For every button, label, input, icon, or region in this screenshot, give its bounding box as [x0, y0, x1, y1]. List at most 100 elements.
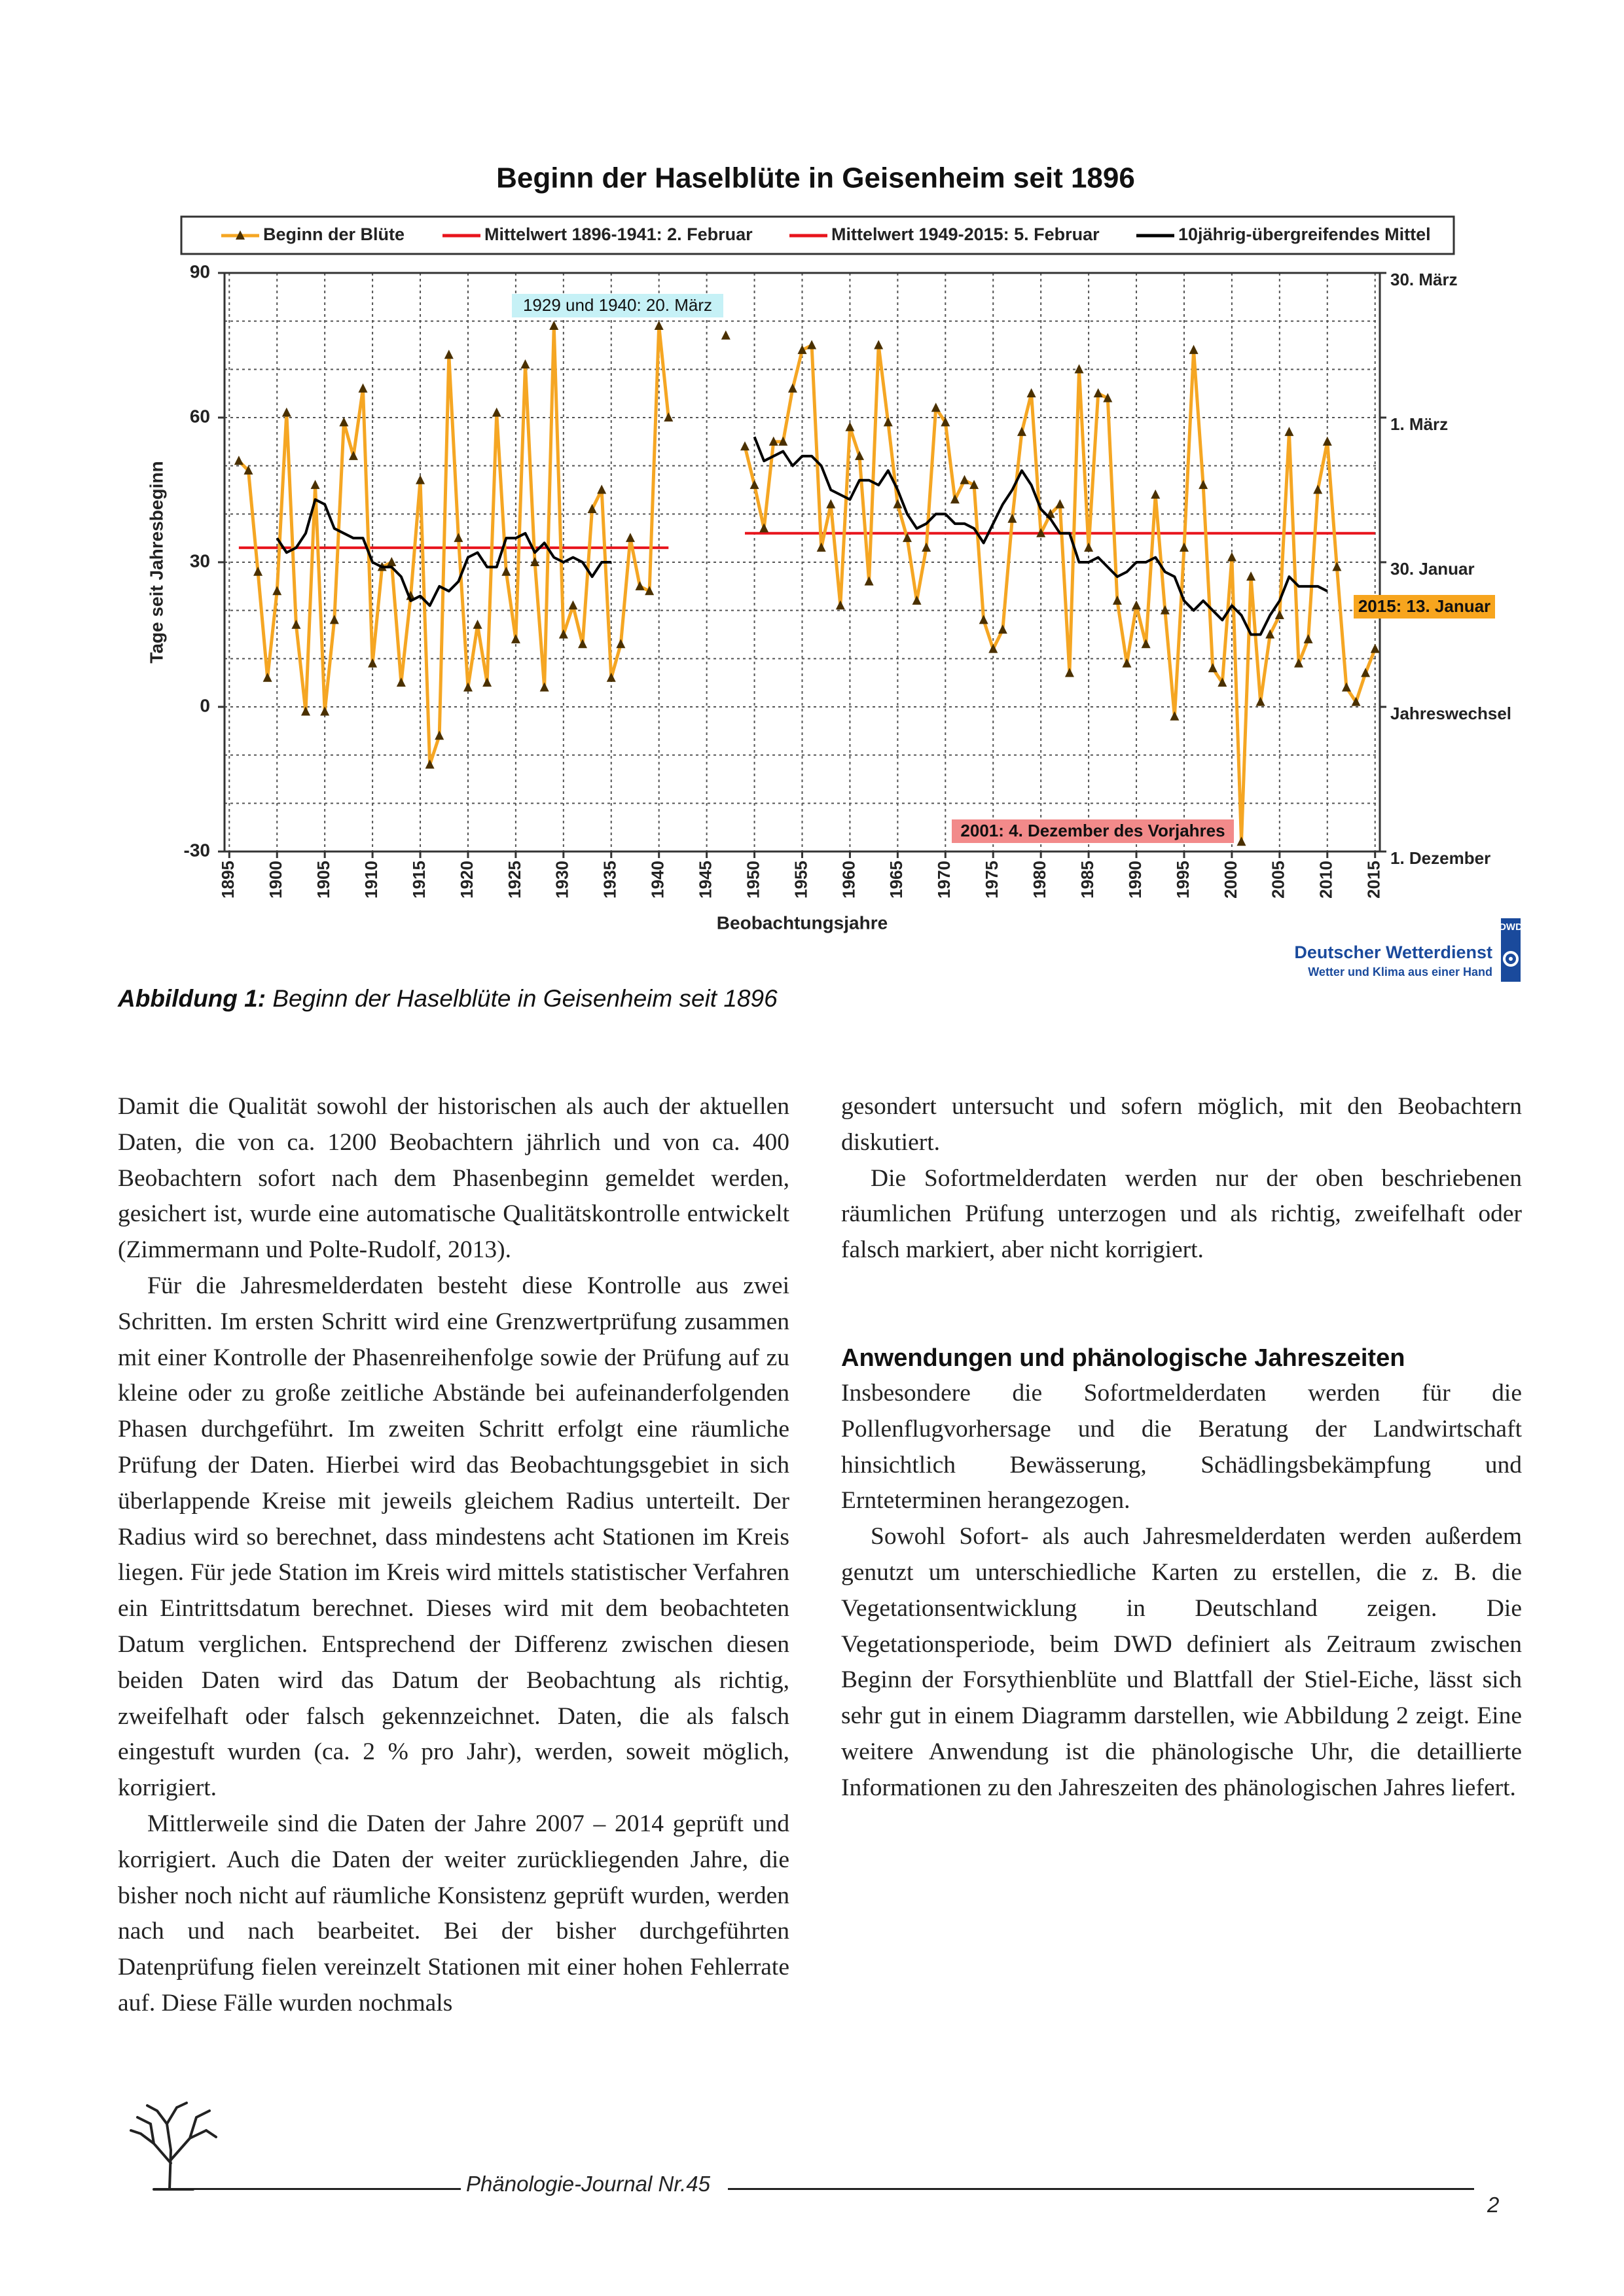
data-point	[1265, 629, 1275, 639]
data-point	[262, 672, 272, 682]
data-point	[1218, 677, 1227, 687]
y2-tick-label: Jahreswechsel	[1390, 704, 1511, 723]
data-point	[816, 542, 826, 552]
x-tick-label: 2000	[1221, 861, 1240, 899]
tree-icon	[130, 2102, 217, 2191]
chart: Beginn der Haselblüte in Geisenheim seit…	[146, 162, 1523, 982]
data-point	[558, 629, 568, 639]
data-point	[1189, 344, 1199, 354]
x-tick-label: 1935	[600, 861, 620, 899]
right-column: gesondert untersucht und sofern möglich,…	[841, 1089, 1522, 1806]
data-point	[473, 619, 482, 629]
data-point	[1274, 610, 1284, 620]
data-point	[1199, 480, 1208, 490]
data-point	[1074, 364, 1084, 374]
data-point	[606, 672, 616, 682]
data-point	[664, 412, 674, 422]
data-point	[454, 533, 463, 543]
legend-label: 10jährig-übergreifendes Mittel	[1178, 224, 1431, 244]
data-point	[1341, 682, 1351, 692]
data-point	[864, 576, 874, 586]
x-axis-label: Beobachtungsjahre	[717, 912, 888, 933]
x-tick-label: 1930	[552, 861, 572, 899]
data-point	[272, 586, 282, 596]
data-point	[1246, 571, 1256, 581]
paragraph: gesondert untersucht und sofern möglich,…	[841, 1093, 1522, 1156]
data-point	[329, 615, 339, 624]
data-point	[950, 494, 960, 504]
data-point	[1351, 696, 1361, 706]
data-point	[1017, 427, 1026, 437]
data-point	[1132, 600, 1142, 610]
paragraph: Sowohl Sofort- als auch Jahresmelderdate…	[841, 1523, 1522, 1801]
data-point	[635, 581, 645, 590]
data-point	[1112, 595, 1122, 605]
data-point	[587, 503, 597, 513]
x-tick-label: 1995	[1173, 861, 1193, 899]
data-point	[1303, 634, 1313, 643]
data-point	[1084, 542, 1094, 552]
data-point	[1313, 484, 1323, 494]
y2-tick-label: 30. Januar	[1390, 559, 1475, 579]
x-tick-label: 2005	[1269, 861, 1288, 899]
data-point	[281, 407, 291, 417]
x-tick-label: 1925	[505, 861, 524, 899]
data-point	[1179, 542, 1189, 552]
data-point	[1103, 393, 1113, 403]
data-point	[787, 383, 797, 393]
x-tick-label: 1895	[218, 861, 238, 899]
legend-label: Mittelwert 1949-2015: 5. Februar	[831, 224, 1100, 244]
data-point	[797, 344, 807, 354]
data-point	[578, 639, 588, 649]
paragraph: Für die Jahresmelderdaten besteht diese …	[118, 1272, 789, 1802]
figure-caption: Abbildung 1: Beginn der Haselblüte in Ge…	[118, 985, 778, 1013]
data-point	[253, 566, 263, 576]
x-tick-label: 1945	[696, 861, 715, 899]
annotation: 1929 und 1940: 20. März	[523, 295, 712, 315]
paragraph: Die Sofortmelderdaten werden nur der obe…	[841, 1164, 1522, 1264]
data-point	[1332, 562, 1342, 571]
data-point	[1294, 658, 1304, 668]
data-point	[625, 533, 635, 543]
x-tick-label: 1955	[791, 861, 810, 899]
data-point	[387, 557, 397, 566]
x-tick-label: 1920	[457, 861, 477, 899]
y-tick-label: 30	[190, 550, 210, 571]
data-point	[1322, 436, 1332, 446]
x-tick-label: 1915	[409, 861, 429, 899]
data-point	[549, 321, 559, 331]
data-point	[645, 586, 655, 596]
data-point	[463, 682, 473, 692]
data-point	[1151, 489, 1161, 499]
section-heading: Anwendungen und phänologische Jahreszeit…	[841, 1344, 1405, 1372]
footer-journal: Phänologie-Journal Nr.45	[466, 2172, 711, 2196]
data-point	[988, 643, 998, 653]
x-tick-label: 1960	[839, 861, 858, 899]
data-point	[520, 359, 530, 368]
data-point	[320, 706, 330, 716]
data-point	[1284, 427, 1294, 437]
x-tick-label: 1950	[743, 861, 763, 899]
data-point	[358, 383, 368, 393]
y-tick-label: -30	[184, 840, 210, 860]
data-point	[855, 450, 865, 460]
data-point	[244, 465, 253, 475]
data-point	[893, 499, 903, 509]
x-tick-label: 1940	[648, 861, 668, 899]
data-point	[1026, 388, 1036, 398]
data-point	[1361, 668, 1371, 677]
data-point	[1007, 513, 1017, 523]
data-point	[874, 340, 884, 350]
x-tick-label: 1970	[934, 861, 954, 899]
data-point	[568, 600, 578, 610]
data-point	[1170, 711, 1180, 721]
x-tick-label: 1910	[361, 861, 381, 899]
data-point	[539, 682, 549, 692]
data-point	[979, 615, 988, 624]
caption-label: Abbildung 1:	[118, 985, 266, 1012]
data-point	[998, 624, 1007, 634]
data-point	[826, 499, 836, 509]
data-point	[768, 436, 778, 446]
annotation: 2001: 4. Dezember des Vorjahres	[960, 821, 1225, 840]
data-point	[444, 350, 454, 359]
